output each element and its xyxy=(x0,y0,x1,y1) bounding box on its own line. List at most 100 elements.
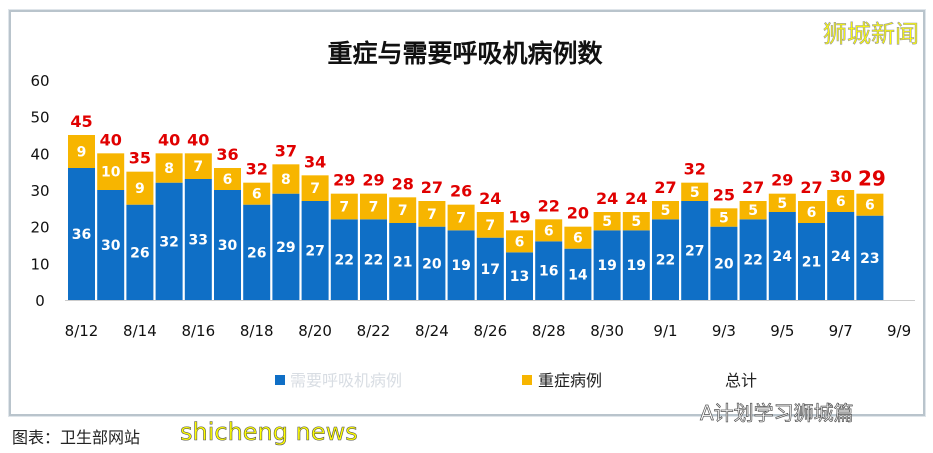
bar-label-severe: 7 xyxy=(398,203,408,219)
bar-severe xyxy=(447,204,475,231)
chart-title: 重症与需要呼吸机病例数 xyxy=(327,39,603,68)
bar-ventilator xyxy=(68,168,95,300)
bar-ventilator xyxy=(506,252,533,300)
bar-severe xyxy=(739,201,767,220)
overlay-watermark: shicheng news xyxy=(180,418,358,447)
bar-severe xyxy=(535,219,563,242)
total-label: 29 xyxy=(333,171,355,190)
bar-label-severe: 9 xyxy=(135,181,145,197)
bar-severe xyxy=(476,212,504,238)
x-tick-label: 9/9 xyxy=(887,322,911,340)
x-tick-label: 8/28 xyxy=(532,322,566,340)
bar-label-severe: 7 xyxy=(310,181,320,197)
bar-label-severe: 9 xyxy=(77,145,87,161)
x-tick-label: 8/22 xyxy=(357,322,391,340)
bar-ventilator xyxy=(593,230,621,300)
watermark: 狮城新闻 xyxy=(823,20,920,49)
x-tick-label: 8/30 xyxy=(590,322,624,340)
y-tick-label: 40 xyxy=(30,145,49,163)
total-label: 45 xyxy=(70,112,92,131)
bar-label-ventilator: 17 xyxy=(481,262,500,278)
bar-ventilator xyxy=(447,230,475,300)
x-tick-label: 8/14 xyxy=(123,322,157,340)
bar-ventilator xyxy=(272,193,300,300)
bar-ventilator xyxy=(214,190,241,300)
bar-label-severe: 6 xyxy=(573,231,583,247)
y-tick-label: 20 xyxy=(30,219,49,237)
bar-label-ventilator: 36 xyxy=(72,227,91,243)
x-tick-label: 9/3 xyxy=(712,322,736,340)
bar-severe xyxy=(214,168,241,190)
bar-label-severe: 6 xyxy=(807,205,817,221)
legend-ventilator: 需要呼吸机病例 xyxy=(290,371,402,390)
bar-label-ventilator: 33 xyxy=(189,233,208,249)
bar-label-severe: 5 xyxy=(631,214,641,230)
total-label: 27 xyxy=(421,178,443,197)
bar-ventilator xyxy=(798,223,825,300)
total-label: 32 xyxy=(684,160,706,179)
total-label: 40 xyxy=(187,130,209,149)
total-label: 27 xyxy=(654,178,676,197)
bar-severe xyxy=(97,153,125,190)
bar-severe xyxy=(389,197,417,223)
bar-label-severe: 5 xyxy=(748,203,758,219)
bar-label-severe: 6 xyxy=(544,223,554,239)
bar-label-severe: 5 xyxy=(777,196,787,212)
x-tick-label: 8/24 xyxy=(415,322,449,340)
bar-severe xyxy=(506,230,533,253)
total-label: 20 xyxy=(567,204,589,223)
bar-ventilator xyxy=(360,219,387,300)
bar-ventilator xyxy=(710,226,738,300)
legend-severe: 重症病例 xyxy=(538,371,602,390)
bar-label-severe: 5 xyxy=(602,214,612,230)
bar-label-severe: 8 xyxy=(281,172,291,188)
x-tick-label: 9/5 xyxy=(770,322,794,340)
bar-severe xyxy=(330,193,358,220)
bar-ventilator xyxy=(97,190,125,300)
y-tick-label: 50 xyxy=(30,109,49,127)
bar-severe xyxy=(681,182,709,201)
bar-ventilator xyxy=(535,241,563,300)
total-label: 37 xyxy=(275,141,297,160)
bar-severe xyxy=(243,182,271,205)
total-label: 24 xyxy=(625,189,647,208)
bar-ventilator xyxy=(856,215,884,300)
legend: 需要呼吸机病例 重症病例 总计 xyxy=(275,371,757,390)
bar-severe xyxy=(798,201,825,223)
bar-ventilator xyxy=(243,204,271,300)
bar-severe xyxy=(418,201,446,227)
bar-severe xyxy=(360,193,387,220)
bar-label-ventilator: 30 xyxy=(218,238,238,254)
total-label: 22 xyxy=(538,196,560,215)
bar-ventilator xyxy=(301,201,329,300)
bar-label-ventilator: 16 xyxy=(539,264,558,280)
bar-label-severe: 6 xyxy=(515,234,525,250)
bar-ventilator xyxy=(389,223,417,300)
x-tick-label: 8/20 xyxy=(298,322,332,340)
bar-label-severe: 8 xyxy=(164,161,174,177)
y-tick-label: 30 xyxy=(30,182,49,200)
bar-ventilator xyxy=(622,230,650,300)
total-label: 24 xyxy=(479,189,501,208)
bar-label-ventilator: 27 xyxy=(305,244,324,260)
x-tick-label: 8/26 xyxy=(473,322,507,340)
total-label: 32 xyxy=(246,160,268,179)
bar-label-ventilator: 23 xyxy=(860,251,879,267)
bar-label-ventilator: 27 xyxy=(685,244,704,260)
total-label: 40 xyxy=(100,130,122,149)
bar-label-ventilator: 32 xyxy=(159,234,178,250)
bar-label-ventilator: 20 xyxy=(714,256,734,272)
bar-label-severe: 7 xyxy=(339,200,349,216)
total-label: 28 xyxy=(392,174,414,193)
bar-severe xyxy=(856,193,884,216)
x-tick-label: 8/18 xyxy=(240,322,274,340)
bar-label-severe: 7 xyxy=(369,200,379,216)
bar-label-severe: 6 xyxy=(252,187,262,203)
bar-label-ventilator: 30 xyxy=(101,238,121,254)
x-tick-label: 9/1 xyxy=(653,322,677,340)
bar-label-severe: 5 xyxy=(719,211,729,227)
total-label: 19 xyxy=(508,207,530,226)
x-tick-label: 8/12 xyxy=(65,322,99,340)
bar-label-ventilator: 21 xyxy=(393,255,412,271)
y-tick-label: 60 xyxy=(30,72,49,90)
